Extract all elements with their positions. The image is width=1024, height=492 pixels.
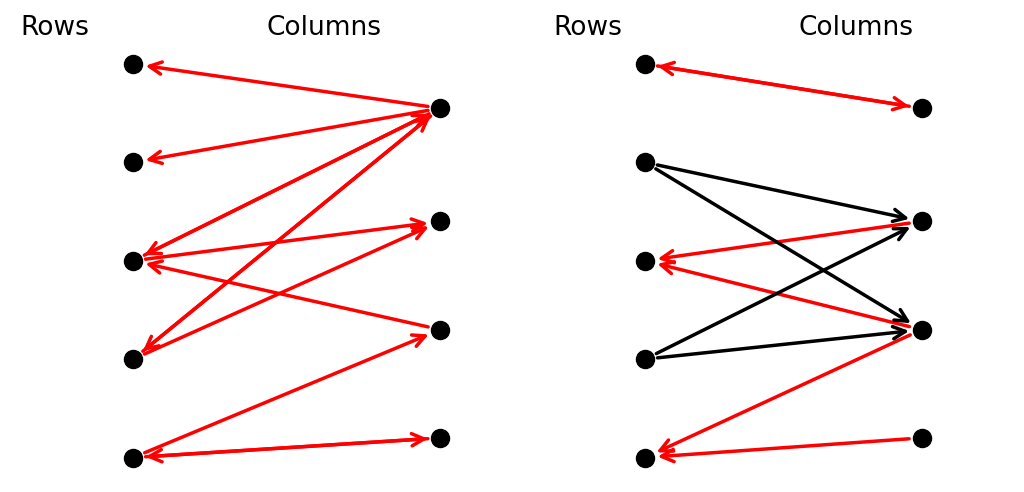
Text: Rows: Rows bbox=[553, 15, 622, 41]
Text: Columns: Columns bbox=[266, 15, 381, 41]
Text: Rows: Rows bbox=[20, 15, 89, 41]
Text: Columns: Columns bbox=[799, 15, 913, 41]
